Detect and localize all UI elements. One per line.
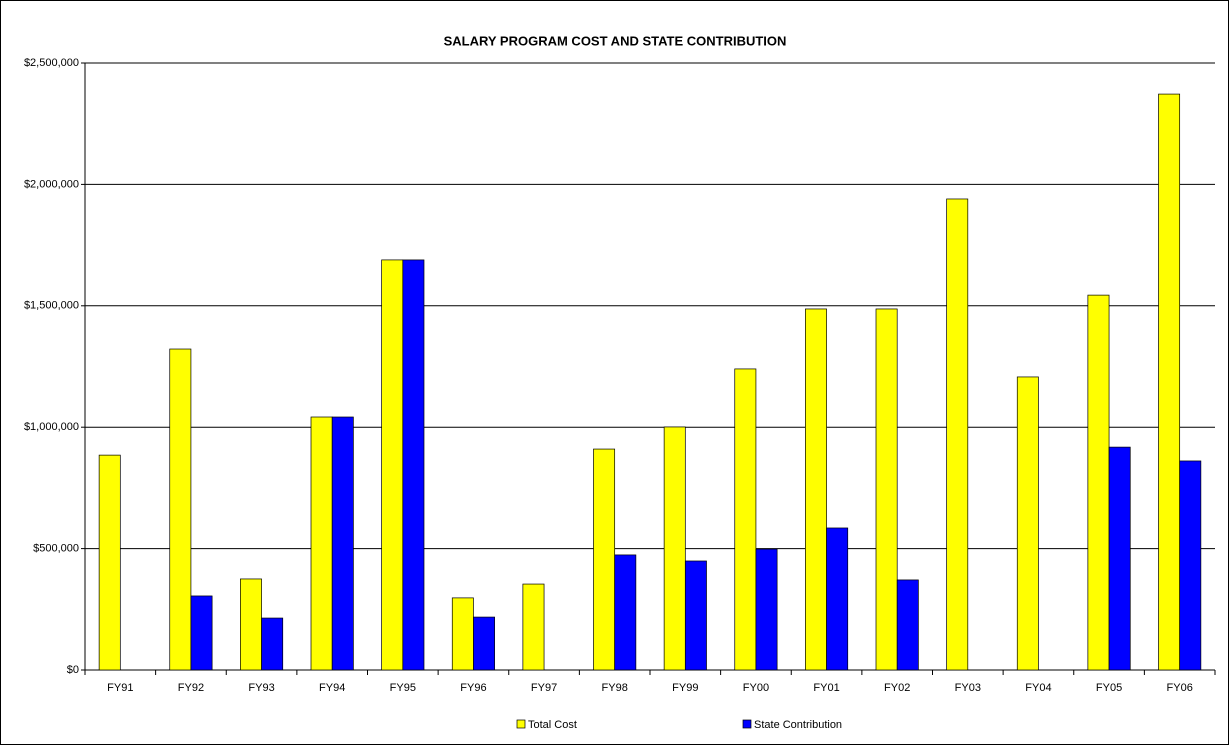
y-tick-label: $1,000,000 [24,421,79,433]
x-tick-label: FY93 [248,682,274,694]
bar [473,616,495,671]
bar [946,198,969,671]
bar [1087,294,1110,671]
legend-label: Total Cost [528,719,577,731]
bar [331,416,354,671]
chart-title: SALARY PROGRAM COST AND STATE CONTRIBUTI… [444,33,787,48]
x-tick-label: FY91 [107,682,133,694]
bar [381,259,404,671]
x-tick-label: FY02 [884,682,910,694]
x-tick-label: FY95 [390,682,416,694]
bar [663,426,686,671]
x-tick-label: FY99 [672,682,698,694]
bar [805,308,827,671]
y-tick-label: $1,500,000 [24,300,79,312]
x-tick-label: FY96 [460,682,486,694]
x-tick-label: FY98 [602,682,628,694]
y-tick-label: $2,500,000 [24,57,79,69]
bar [451,597,474,671]
legend-label: State Contribution [754,719,842,731]
bar [826,527,849,671]
bar [310,416,333,671]
bar [734,368,757,671]
y-tick-label: $2,000,000 [24,178,79,190]
bar [755,548,778,671]
x-tick-label: FY92 [178,682,204,694]
bar [1108,446,1131,671]
x-tick-label: FY00 [743,682,769,694]
bar [261,617,284,671]
y-tick-label: $500,000 [33,543,79,555]
bar [98,454,121,671]
bar [169,348,192,671]
bar [684,560,707,671]
bar [240,578,262,671]
bar [1016,376,1039,671]
bar [614,554,637,671]
x-tick-label: FY04 [1025,682,1051,694]
bar [402,259,425,671]
bar [875,308,898,671]
bar [1179,460,1202,671]
bar [190,595,213,671]
x-tick-label: FY97 [531,682,557,694]
bar [896,579,919,671]
x-tick-label: FY03 [955,682,981,694]
y-tick-label: $0 [67,664,79,676]
bar [1158,93,1181,671]
legend-swatch [516,719,526,729]
bar [522,583,545,671]
x-tick-label: FY06 [1167,682,1193,694]
x-tick-label: FY01 [813,682,839,694]
x-tick-label: FY94 [319,682,345,694]
bar [593,448,616,671]
x-tick-label: FY05 [1096,682,1122,694]
legend-swatch [742,719,752,729]
